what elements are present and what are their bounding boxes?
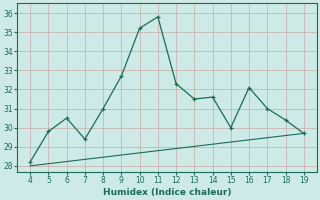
X-axis label: Humidex (Indice chaleur): Humidex (Indice chaleur) xyxy=(103,188,231,197)
